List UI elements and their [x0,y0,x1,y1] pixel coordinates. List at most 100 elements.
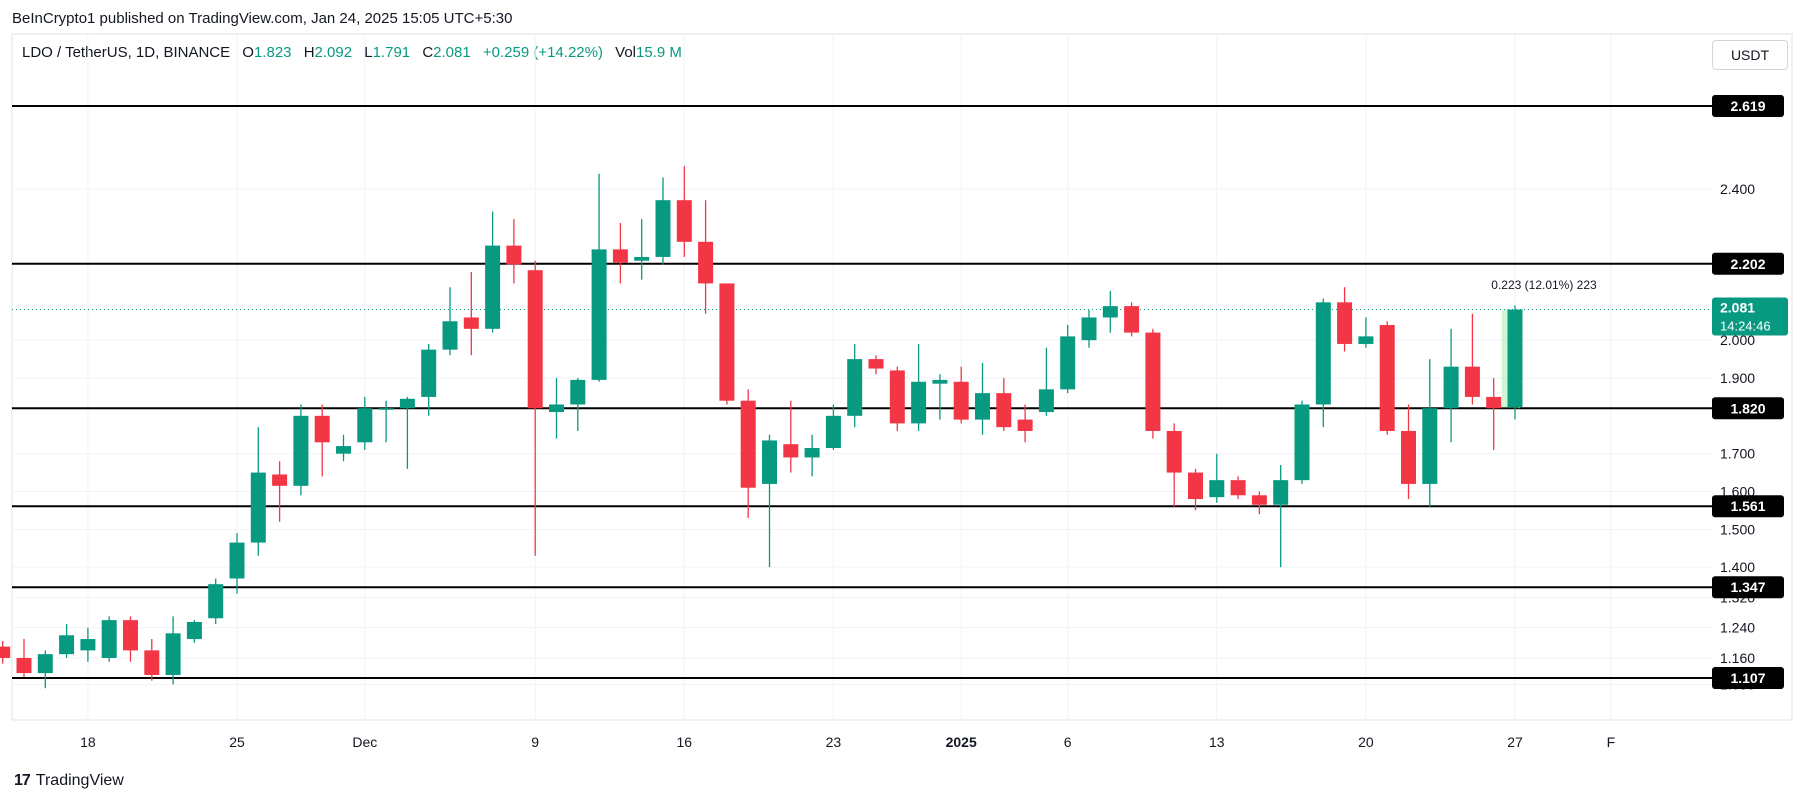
time-axis-tick-label: 6 [1064,734,1072,750]
time-axis-tick-label: 27 [1507,734,1523,750]
candle-body [144,650,160,675]
candle-body [1422,408,1438,484]
legend-open-value: 1.823 [253,44,292,61]
candle-body [634,256,650,261]
candle-body [229,542,245,579]
candle-body [953,381,969,420]
candle-body [911,381,927,424]
candle-body [932,379,948,384]
last-price-tag [1712,297,1788,336]
candle-body [996,393,1012,428]
legend-volume-label: Vol [615,44,636,61]
candle-body [1188,472,1203,500]
time-axis-tick-label: 16 [677,734,693,750]
level-price-label: 2.202 [1730,256,1765,272]
legend-volume-value: 15.9 M [636,44,682,61]
candle-body [1486,396,1502,409]
time-axis-tick-label: 13 [1209,734,1225,750]
legend-high-value: 2.092 [314,44,353,61]
candle-body [1315,302,1331,405]
candle-body [1017,419,1033,431]
level-price-label: 1.820 [1730,400,1765,416]
price-axis-tick-label: 1.240 [1720,620,1755,636]
candle-body [1209,480,1225,498]
legend-close-label: C [422,44,434,61]
legend-close-value: 2.081 [433,44,471,61]
last-price-label: 2.081 [1720,300,1755,316]
candle-body [570,379,586,405]
candle-body [80,639,96,651]
level-price-tag [1712,397,1784,420]
candle-body [1294,404,1310,481]
candle-body [762,440,777,484]
price-axis-tick-label: 1.900 [1720,370,1755,386]
candle-body [719,283,735,401]
candle-body [783,444,799,458]
legend-change: +0.259 (+14.22%) [482,44,603,61]
level-price-label: 1.561 [1730,498,1765,514]
candle-body [698,241,714,284]
candle-body [101,620,117,658]
candle-body [186,622,202,640]
candle-body [1273,480,1289,505]
candle-body [655,200,671,257]
price-axis-tick-label: 1.700 [1720,446,1755,462]
measure-annotation-text: 0.223 (12.01%) 223 [1491,278,1597,292]
candle-body [740,400,756,488]
price-axis-tick-label: 1.160 [1720,650,1755,666]
candle-body [1251,495,1267,505]
candle-body [463,317,479,329]
currency-button[interactable]: USDT [1712,40,1788,70]
candle-body [293,415,309,486]
candle-body [485,245,501,329]
legend-high-label: H [303,44,315,61]
candle-body [336,446,351,454]
candle-body [889,370,905,424]
candle-body [1081,317,1097,341]
candle-body [1379,325,1395,431]
candle-body [16,657,32,674]
price-axis-tick-label: 1.400 [1720,559,1755,575]
candle-body [314,415,330,443]
candle-body [421,349,437,397]
candle-body [272,474,288,486]
candle-body [527,270,543,409]
time-axis-tick-label: 23 [826,734,842,750]
level-price-label: 2.619 [1730,98,1765,114]
candle-body [1038,389,1054,413]
time-axis-tick-label: 9 [531,734,539,750]
time-axis-tick-label: 20 [1358,734,1374,750]
candle-body [165,633,181,675]
candle-body [59,635,75,655]
candle-body [1145,332,1161,431]
candle-body [1166,430,1182,473]
symbol-legend: LDO / TetherUS, 1D, BINANCE O1.823 H2.09… [22,44,682,61]
candle-body [1443,366,1459,409]
candle-body [549,404,564,413]
candle-body [804,447,820,458]
legend-open-label: O [242,44,254,61]
candle-body [1337,302,1353,344]
candle-body [442,321,458,350]
candle-body [208,584,224,619]
candle-body [1464,366,1480,397]
level-price-tag [1712,495,1784,518]
candle-body [506,245,522,265]
legend-symbol[interactable]: LDO / TetherUS, 1D, BINANCE [22,44,231,61]
candle-body [975,393,990,420]
candle-body [1124,306,1140,333]
chart-frame [11,33,1793,721]
legend-low-value: 1.791 [372,44,411,61]
candle-body [250,472,266,543]
level-price-tag [1712,252,1784,275]
candle-body [1102,306,1118,318]
time-axis-tick-label: Dec [352,734,377,750]
countdown-label: 14:24:46 [1720,319,1771,334]
candle-body [1230,480,1246,496]
tradingview-brand: TradingView [35,772,124,789]
candle-body [1358,336,1374,344]
candle-body [676,200,692,242]
candle-body [0,646,11,658]
candle-body [123,620,138,651]
